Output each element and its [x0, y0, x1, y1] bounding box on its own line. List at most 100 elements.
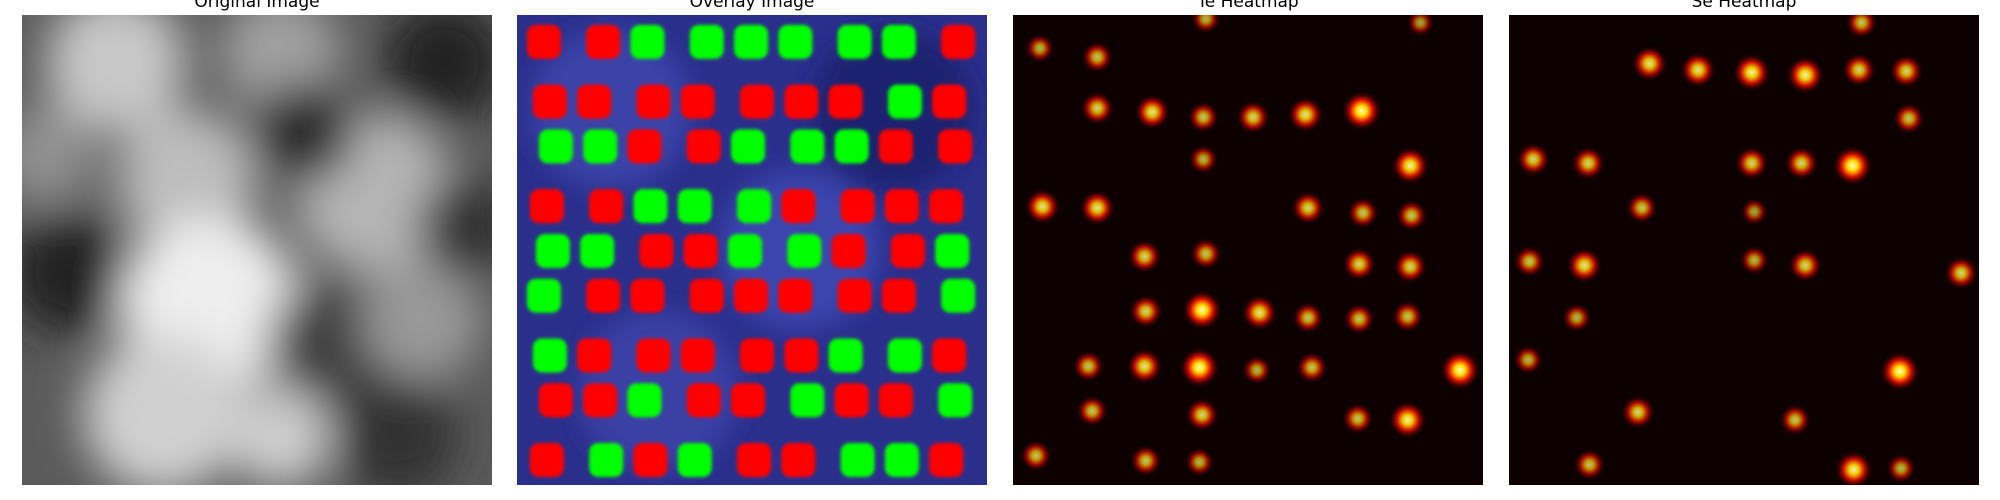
marker: [532, 84, 567, 119]
blob: [418, 176, 492, 277]
marker: [790, 383, 825, 418]
marker: [538, 383, 573, 418]
blob: [361, 260, 482, 381]
marker: [577, 84, 612, 119]
marker: [728, 233, 763, 268]
marker: [529, 189, 564, 224]
marker: [932, 84, 967, 119]
marker: [840, 442, 875, 477]
blob: [385, 15, 492, 122]
marker: [878, 383, 913, 418]
hotspot: [1740, 197, 1769, 226]
hotspot: [1129, 444, 1162, 477]
hotspot: [1388, 400, 1427, 439]
marker: [535, 233, 570, 268]
marker: [526, 24, 561, 59]
marker: [627, 129, 662, 164]
hotspot: [1886, 453, 1917, 484]
hotspot: [1128, 294, 1163, 329]
hotspot: [1393, 249, 1428, 284]
hotspot: [1295, 351, 1328, 384]
marker: [831, 233, 866, 268]
hotspot: [1944, 255, 1979, 290]
hotspot: [1566, 247, 1603, 284]
marker: [586, 278, 621, 313]
hotspot: [1341, 90, 1382, 131]
marker: [680, 338, 715, 373]
hotspot: [1024, 33, 1055, 64]
hotspot: [1187, 101, 1220, 134]
marker: [589, 189, 624, 224]
marker: [636, 84, 671, 119]
marker: [689, 24, 724, 59]
marker: [677, 442, 712, 477]
hotspot: [1342, 247, 1377, 282]
hotspot: [1126, 348, 1163, 385]
hotspot: [1185, 397, 1220, 432]
marker: [935, 233, 970, 268]
hotspot: [1190, 15, 1221, 34]
hotspot: [1845, 15, 1878, 39]
marker: [781, 189, 816, 224]
hotspot: [1889, 54, 1924, 89]
panel-title: Original Image: [194, 0, 319, 12]
marker: [731, 129, 766, 164]
marker: [887, 84, 922, 119]
marker: [941, 278, 976, 313]
blob: [83, 334, 243, 485]
marker: [737, 189, 772, 224]
marker: [929, 189, 964, 224]
hotspot: [1406, 15, 1435, 37]
marker: [787, 233, 822, 268]
marker: [633, 189, 668, 224]
marker: [630, 24, 665, 59]
marker: [878, 129, 913, 164]
hotspot: [1784, 146, 1819, 181]
marker: [784, 338, 819, 373]
hotspot: [1081, 41, 1114, 74]
marker: [737, 442, 772, 477]
marker: [828, 84, 863, 119]
marker: [577, 338, 612, 373]
hotspot: [1134, 94, 1171, 131]
marker: [677, 189, 712, 224]
hotspot: [1287, 96, 1324, 133]
marker: [834, 383, 869, 418]
hotspot: [1571, 146, 1606, 181]
hotspot: [1341, 402, 1374, 435]
hotspot: [1732, 53, 1771, 92]
hotspot: [1346, 196, 1379, 229]
marker: [881, 24, 916, 59]
hotspot: [1072, 350, 1105, 383]
marker: [938, 383, 973, 418]
marker: [633, 442, 668, 477]
marker: [941, 24, 976, 59]
hotspot: [1680, 51, 1717, 88]
hotspot: [1189, 237, 1222, 270]
markers: [526, 24, 976, 477]
blob: [116, 109, 257, 250]
marker: [828, 338, 863, 373]
hotspot: [1188, 144, 1219, 175]
hotspot: [1631, 45, 1668, 82]
hotspot: [1292, 301, 1325, 334]
hotspot: [1391, 300, 1424, 333]
blob: [230, 388, 331, 485]
hotspot: [1841, 52, 1876, 87]
marker: [781, 442, 816, 477]
hotspot: [1516, 142, 1551, 177]
hotspot: [1561, 302, 1592, 333]
marker: [881, 278, 916, 313]
hotspot: [1625, 191, 1658, 224]
texture: [22, 15, 492, 485]
panel-title: Overlay Image: [690, 0, 815, 12]
marker: [532, 338, 567, 373]
hotspot: [1343, 302, 1376, 335]
hotspot: [1024, 188, 1061, 225]
marker: [680, 84, 715, 119]
te-heatmap: [1013, 15, 1483, 485]
hotspot: [1620, 395, 1655, 430]
hotspot: [1513, 344, 1544, 375]
marker: [526, 278, 561, 313]
